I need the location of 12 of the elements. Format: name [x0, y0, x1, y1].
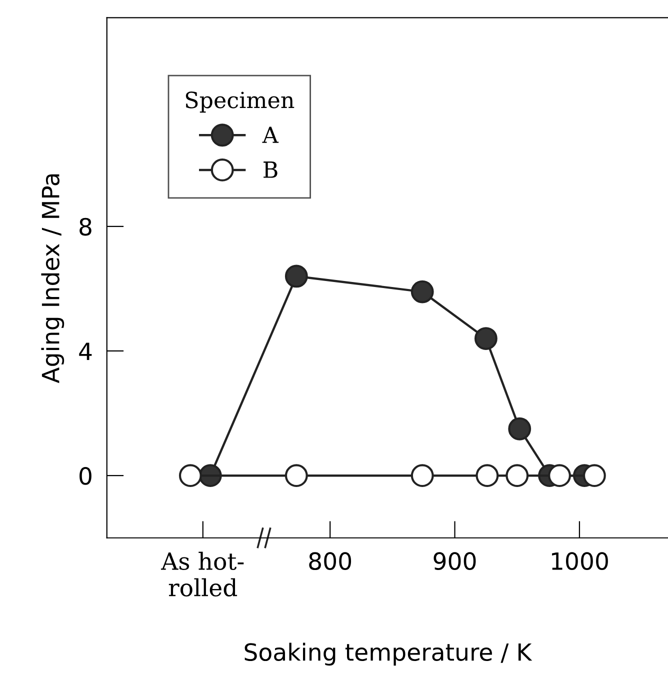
x-tick-label: 900: [434, 552, 476, 570]
legend-label: A: [262, 126, 279, 143]
legend-label: B: [264, 162, 278, 178]
x-tick-label: 800: [309, 552, 352, 570]
y-tick-label: 8: [80, 218, 92, 236]
y-tick-label: 4: [79, 342, 92, 360]
legend-title: Specimen: [186, 92, 294, 113]
y-axis-title: Aging Index / MPa: [41, 174, 64, 384]
x-tick-label: As hot- rolled: [160, 552, 244, 596]
x-tick-label: 1000: [552, 552, 608, 570]
x-axis-title: Soaking temperature / K: [244, 642, 532, 666]
y-tick-label: 0: [80, 467, 92, 485]
